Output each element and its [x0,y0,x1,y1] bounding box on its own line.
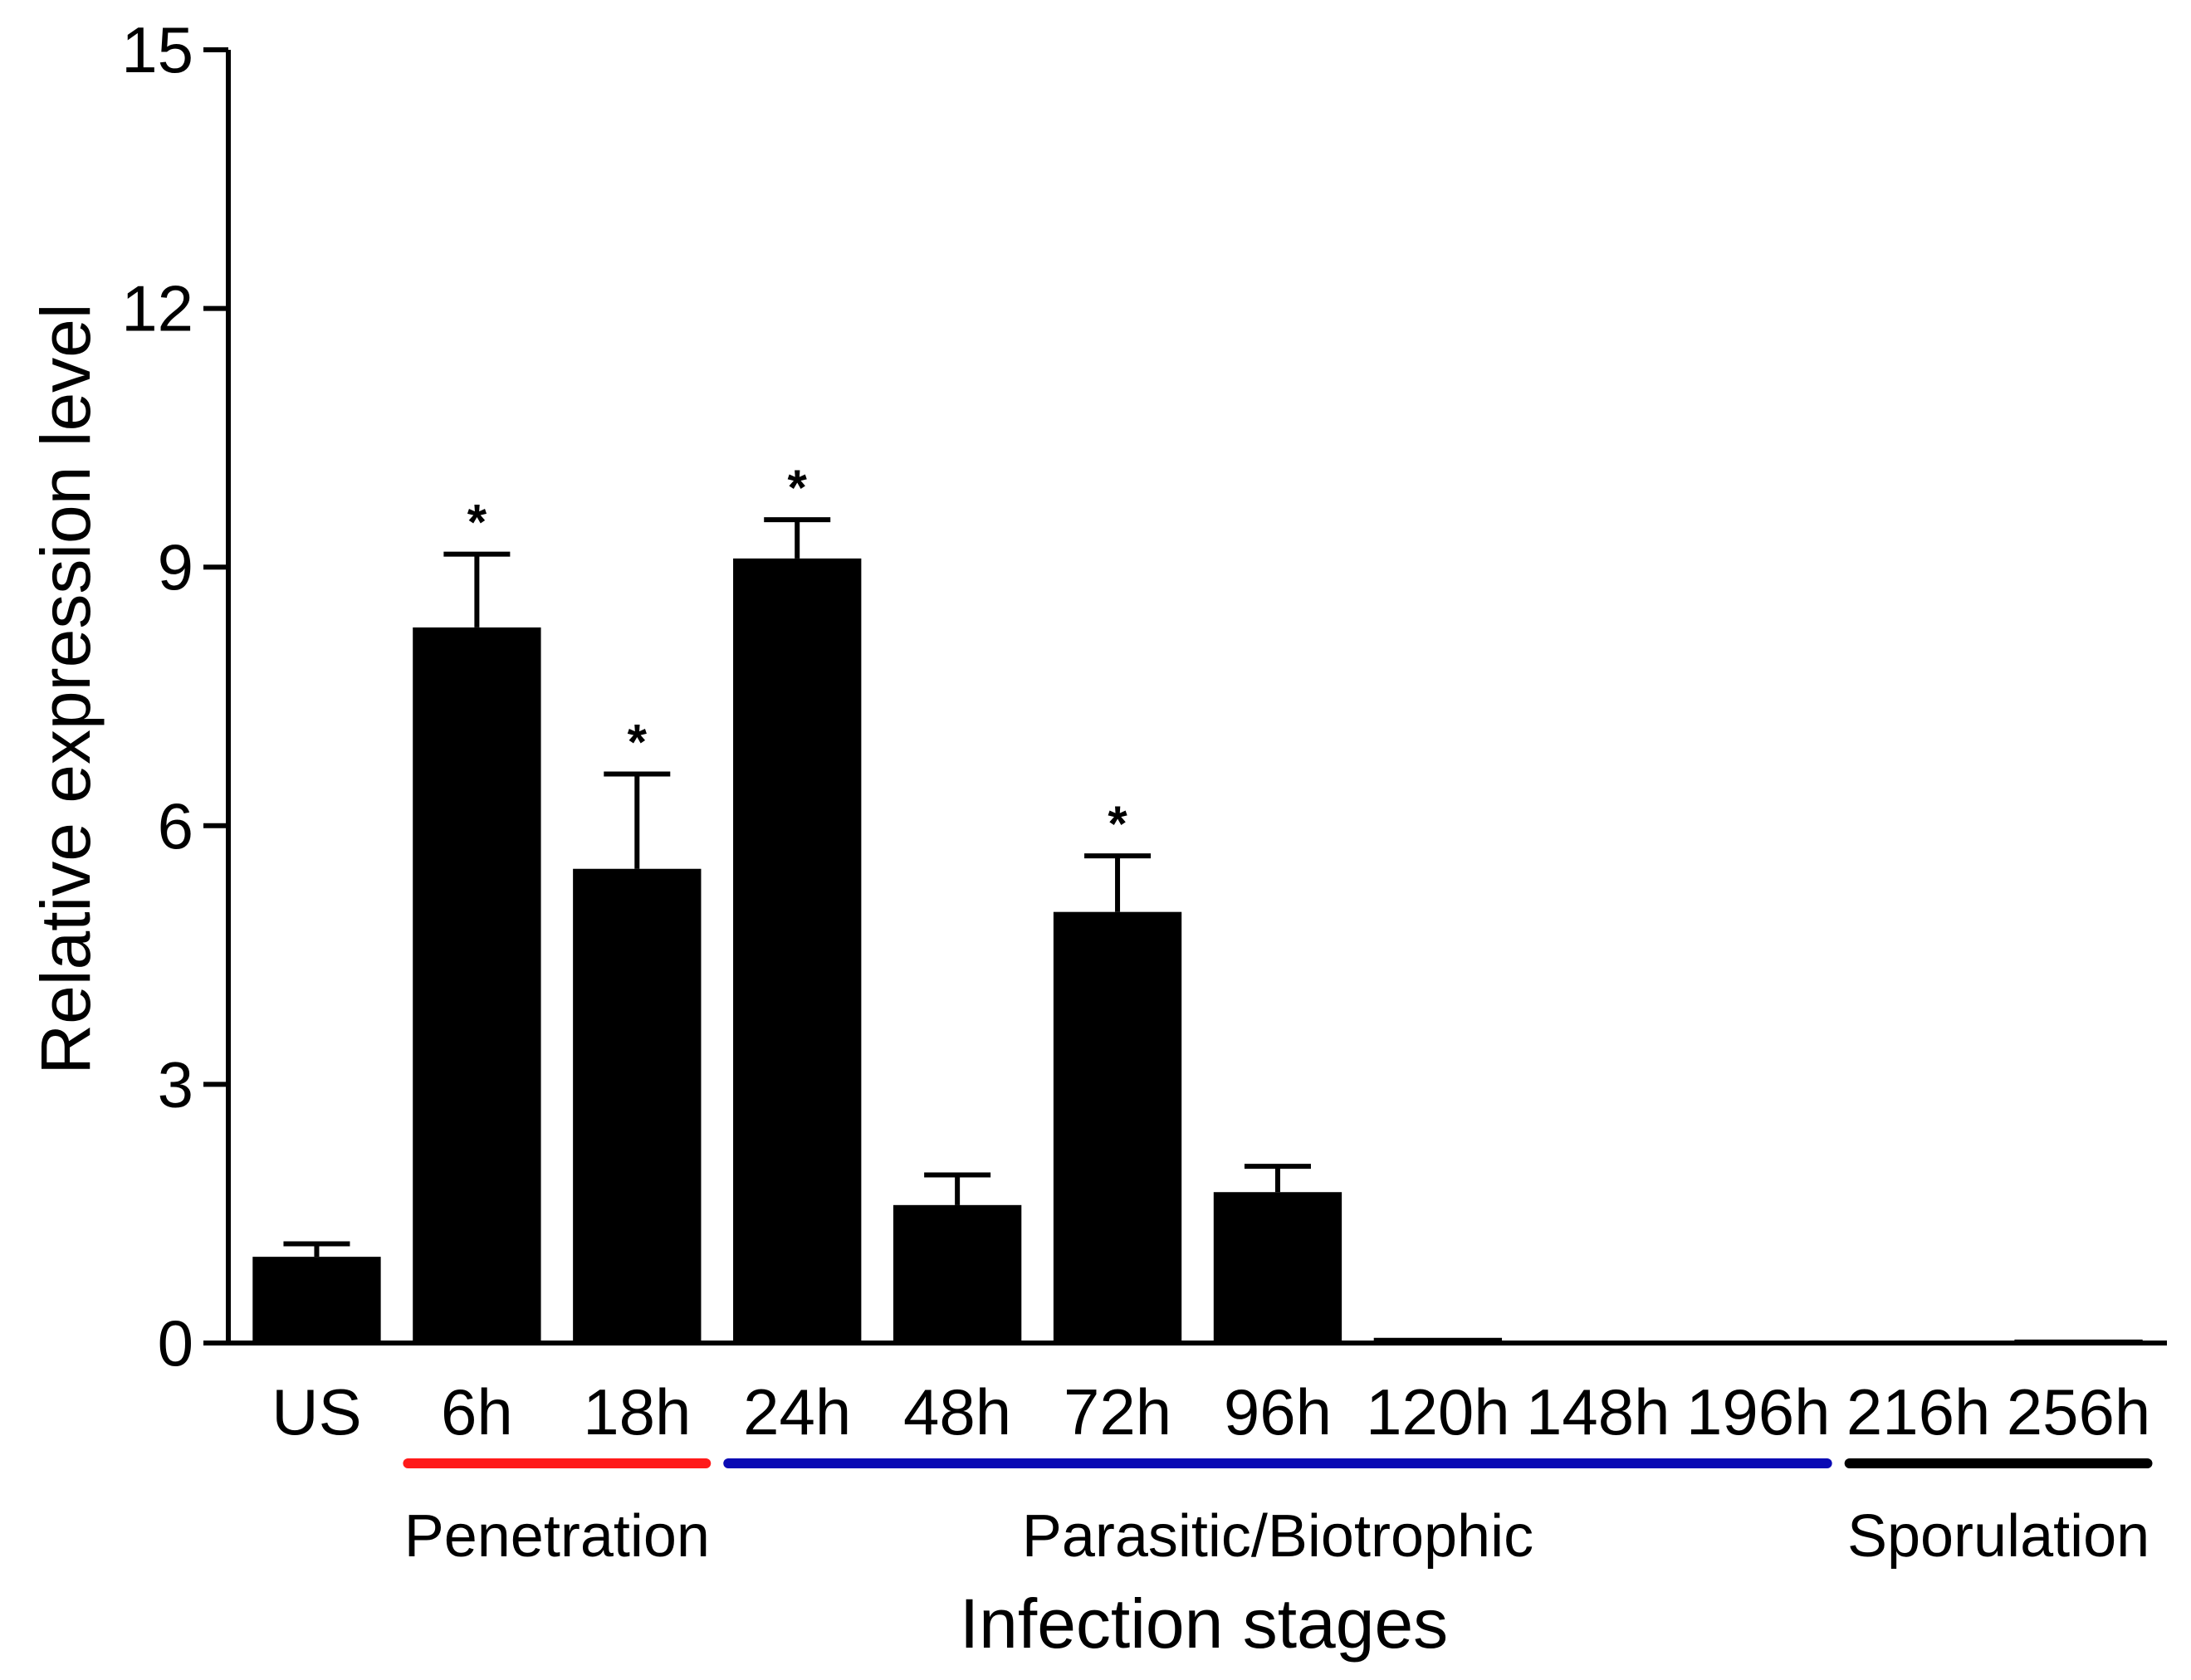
y-tick-label: 6 [158,789,193,862]
stage-label: Sporulation [1847,1503,2149,1570]
x-tick-label: 24h [743,1375,851,1448]
bars [252,517,2143,1343]
y-tick-label: 3 [158,1048,193,1121]
bar-72h [1053,911,1182,1343]
x-tick-label: US [271,1375,361,1448]
bar-120h [1373,1337,1503,1343]
y-tick-label: 15 [121,13,193,86]
stage-label: Penetration [404,1503,710,1570]
significance-marker: * [467,495,487,550]
x-tick-label: 48h [903,1375,1011,1448]
x-tick-label: 216h [1846,1375,1991,1448]
significance-marker: * [1108,796,1127,852]
bar-US [252,1257,381,1343]
bar-256h [2014,1339,2143,1343]
x-tick-label: 18h [583,1375,691,1448]
bar-96h [1213,1192,1342,1343]
x-tick-label: 6h [441,1375,513,1448]
bar-48h [893,1204,1022,1343]
y-axis-title: Relative expression level [27,303,105,1074]
stage-label: Parasitic/Biotrophic [1022,1503,1533,1570]
bar-18h [573,868,702,1343]
x-tick-label: 196h [1686,1375,1831,1448]
bar-196h [1694,1341,1822,1343]
x-tick-label: 256h [2007,1375,2151,1448]
y-tick-label: 0 [158,1306,193,1380]
bar-216h [1854,1341,1983,1343]
labels: US * 6h * 18h * 24h 48h * 72h 96h 120h 148h 196h 216h 2… [271,460,2153,1570]
x-tick-label: 120h [1366,1375,1510,1448]
y-tick-label: 12 [121,272,193,345]
bar-6h [413,627,541,1343]
significance-marker: * [788,460,808,515]
significance-marker: * [628,714,648,769]
y-tick-label: 9 [158,530,193,603]
x-tick-label: 148h [1526,1375,1670,1448]
bar-148h [1533,1341,1662,1343]
x-axis-title: Infection stages [960,1585,1448,1663]
x-tick-label: 72h [1064,1375,1171,1448]
x-tick-label: 96h [1224,1375,1332,1448]
bar-24h [733,558,862,1343]
